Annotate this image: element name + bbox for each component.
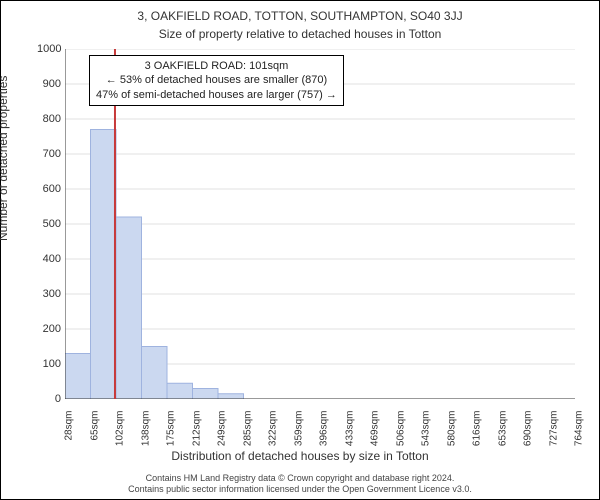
- bar: [218, 394, 244, 399]
- xtick-label: 616sqm: [472, 411, 483, 447]
- callout-line-3: 47% of semi-detached houses are larger (…: [96, 88, 337, 102]
- ytick-label: 1000: [37, 43, 61, 55]
- xtick-label: 653sqm: [497, 411, 508, 447]
- xtick-label: 28sqm: [64, 411, 75, 441]
- ytick-label: 0: [37, 393, 61, 405]
- xtick-label: 102sqm: [115, 411, 126, 447]
- callout-box: 3 OAKFIELD ROAD: 101sqm ← 53% of detache…: [89, 55, 344, 106]
- xtick-label: 359sqm: [293, 411, 304, 447]
- footer-line-2: Contains public sector information licen…: [1, 484, 599, 495]
- ytick-label: 400: [37, 253, 61, 265]
- x-axis-label: Distribution of detached houses by size …: [1, 449, 599, 463]
- xtick-label: 322sqm: [268, 411, 279, 447]
- ytick-label: 900: [37, 78, 61, 90]
- xtick-label: 249sqm: [217, 411, 228, 447]
- footer-line-1: Contains HM Land Registry data © Crown c…: [1, 473, 599, 484]
- bar: [65, 354, 91, 400]
- xtick-label: 580sqm: [446, 411, 457, 447]
- xtick-label: 285sqm: [242, 411, 253, 447]
- ytick-label: 500: [37, 218, 61, 230]
- bar: [116, 217, 142, 399]
- xtick-label: 212sqm: [191, 411, 202, 447]
- xtick-label: 469sqm: [370, 411, 381, 447]
- bar: [142, 347, 168, 400]
- bars-group: [65, 130, 244, 400]
- xtick-label: 65sqm: [89, 411, 100, 441]
- xtick-label: 506sqm: [395, 411, 406, 447]
- footer-attribution: Contains HM Land Registry data © Crown c…: [1, 473, 599, 496]
- bar: [167, 383, 193, 399]
- xtick-label: 175sqm: [166, 411, 177, 447]
- xtick-label: 727sqm: [548, 411, 559, 447]
- xtick-label: 138sqm: [140, 411, 151, 447]
- xtick-label: 543sqm: [421, 411, 432, 447]
- xtick-label: 764sqm: [574, 411, 585, 447]
- xtick-label: 396sqm: [319, 411, 330, 447]
- callout-line-1: 3 OAKFIELD ROAD: 101sqm: [96, 59, 337, 73]
- xtick-label: 433sqm: [344, 411, 355, 447]
- chart-title-main: 3, OAKFIELD ROAD, TOTTON, SOUTHAMPTON, S…: [1, 9, 599, 23]
- ytick-label: 700: [37, 148, 61, 160]
- callout-line-2: ← 53% of detached houses are smaller (87…: [96, 73, 337, 87]
- plot-area: 3 OAKFIELD ROAD: 101sqm ← 53% of detache…: [65, 49, 575, 399]
- ytick-label: 300: [37, 288, 61, 300]
- chart-title-sub: Size of property relative to detached ho…: [1, 27, 599, 41]
- ytick-label: 100: [37, 358, 61, 370]
- ytick-label: 200: [37, 323, 61, 335]
- bar: [91, 130, 117, 400]
- y-axis-label: Number of detached properties: [0, 76, 10, 241]
- ytick-label: 800: [37, 113, 61, 125]
- bar: [193, 389, 219, 400]
- xtick-label: 690sqm: [523, 411, 534, 447]
- ytick-label: 600: [37, 183, 61, 195]
- chart-container: 3, OAKFIELD ROAD, TOTTON, SOUTHAMPTON, S…: [0, 0, 600, 500]
